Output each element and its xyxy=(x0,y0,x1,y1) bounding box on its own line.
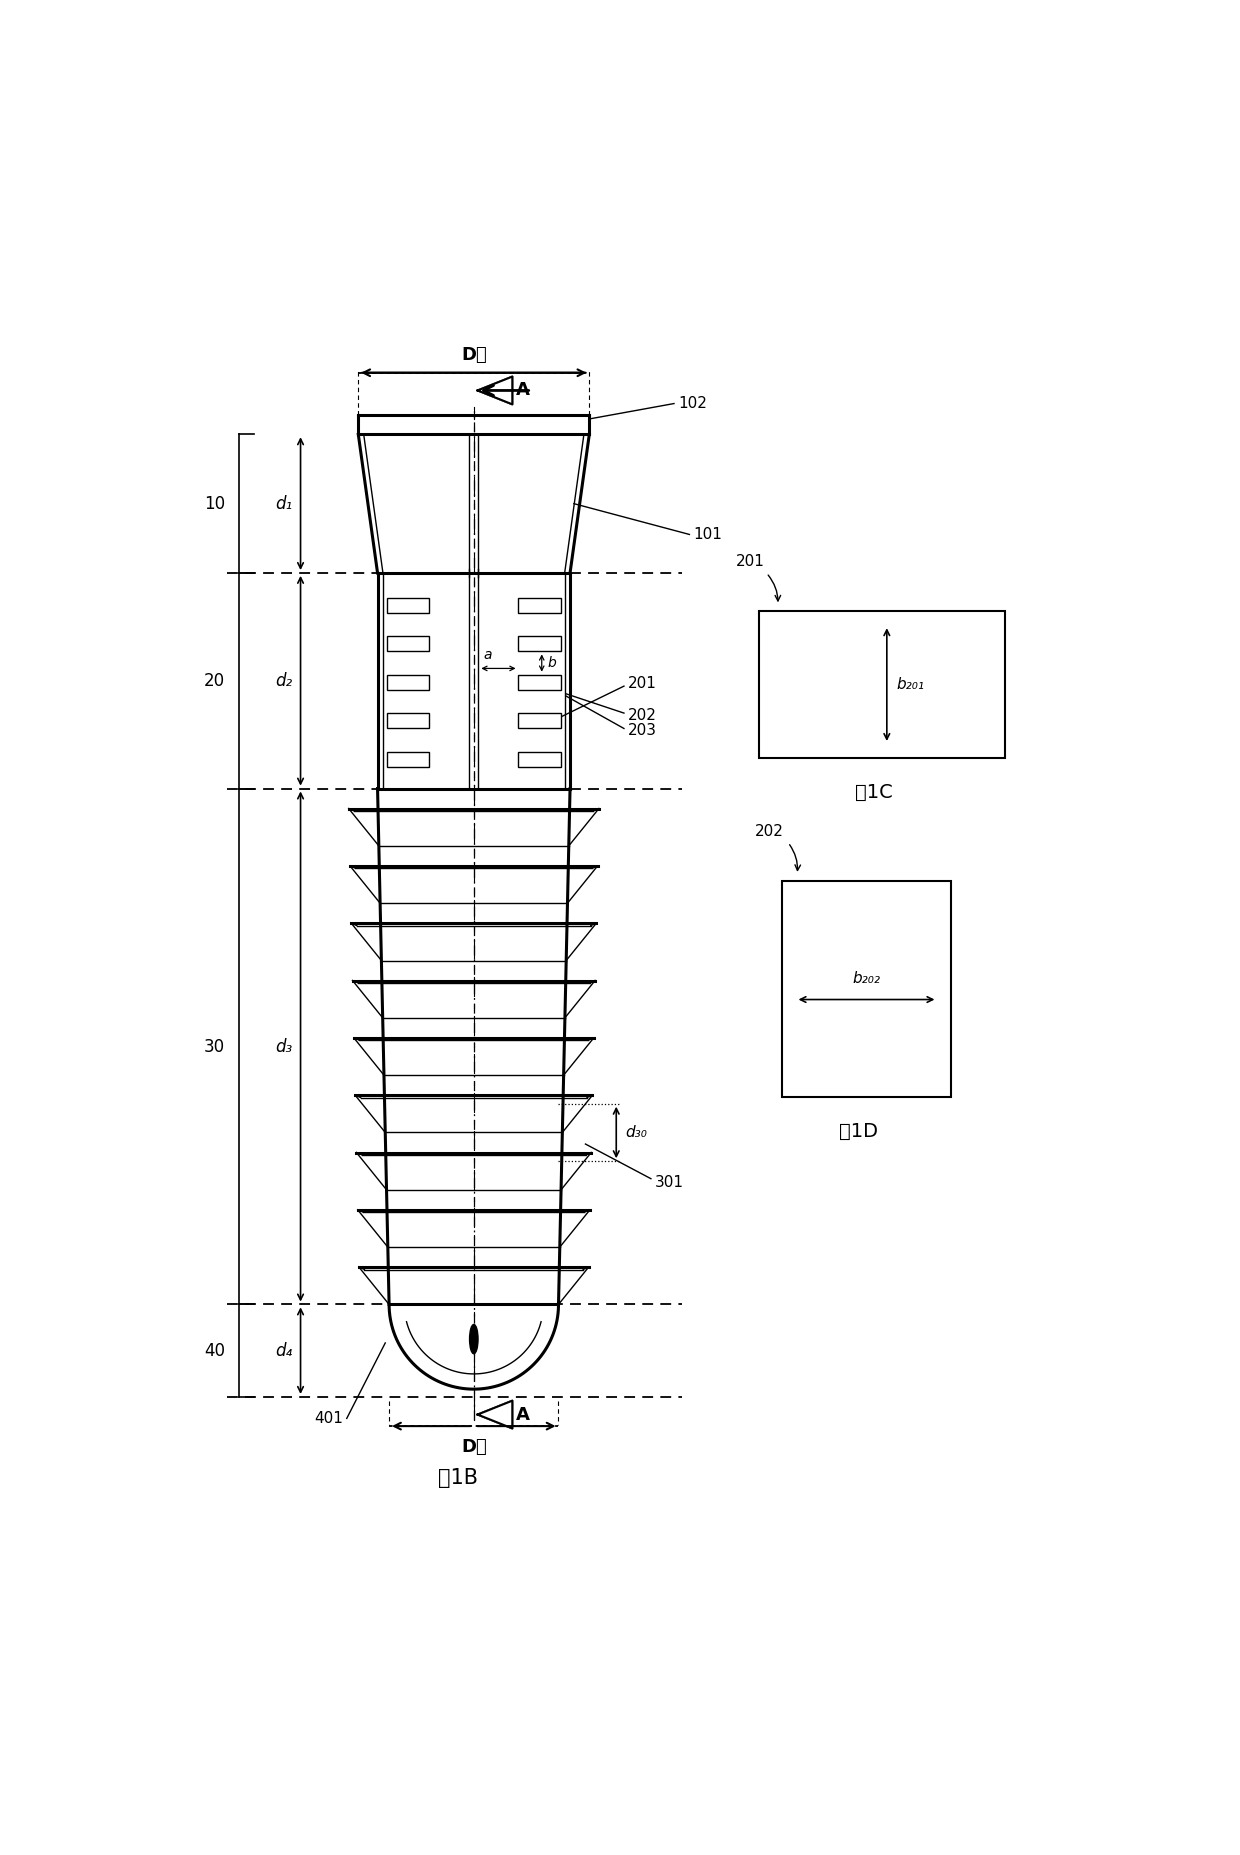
Text: d₂: d₂ xyxy=(275,672,293,690)
Text: 201: 201 xyxy=(627,677,657,692)
Text: d₄: d₄ xyxy=(275,1341,293,1360)
Text: A: A xyxy=(516,1406,529,1423)
Text: d₃: d₃ xyxy=(275,1037,293,1055)
Bar xyxy=(518,712,560,729)
Bar xyxy=(781,881,951,1096)
Text: 102: 102 xyxy=(678,397,707,412)
Bar xyxy=(518,597,560,612)
Text: 图1B: 图1B xyxy=(439,1467,479,1488)
Text: d₃₀: d₃₀ xyxy=(625,1124,647,1141)
Text: 201: 201 xyxy=(735,555,765,569)
Text: b₂₀₂: b₂₀₂ xyxy=(852,970,880,985)
Text: a: a xyxy=(484,647,492,662)
Polygon shape xyxy=(477,377,512,404)
Text: 10: 10 xyxy=(203,495,226,512)
Ellipse shape xyxy=(470,1324,479,1354)
Text: 401: 401 xyxy=(314,1412,343,1426)
Polygon shape xyxy=(477,1401,512,1428)
Bar xyxy=(518,675,560,690)
Bar xyxy=(759,612,1006,757)
Text: d₁: d₁ xyxy=(275,495,293,512)
Text: 40: 40 xyxy=(205,1341,226,1360)
Text: 202: 202 xyxy=(755,824,784,838)
Text: D上: D上 xyxy=(461,345,486,364)
Text: 203: 203 xyxy=(627,723,657,738)
Bar xyxy=(387,675,429,690)
Text: b₂₀₁: b₂₀₁ xyxy=(897,677,924,692)
Text: 图1C: 图1C xyxy=(856,783,893,801)
Text: 30: 30 xyxy=(203,1037,226,1055)
Bar xyxy=(518,751,560,766)
Bar xyxy=(387,712,429,729)
Text: D下: D下 xyxy=(461,1438,486,1456)
Text: b: b xyxy=(548,657,557,670)
Text: 20: 20 xyxy=(203,672,226,690)
Bar xyxy=(387,597,429,612)
Text: 101: 101 xyxy=(693,527,722,542)
Bar xyxy=(387,636,429,651)
Bar xyxy=(387,751,429,766)
Text: 301: 301 xyxy=(655,1174,683,1191)
Text: 图1D: 图1D xyxy=(839,1122,878,1141)
Text: A: A xyxy=(516,382,529,399)
Bar xyxy=(518,636,560,651)
Text: 202: 202 xyxy=(627,709,657,723)
